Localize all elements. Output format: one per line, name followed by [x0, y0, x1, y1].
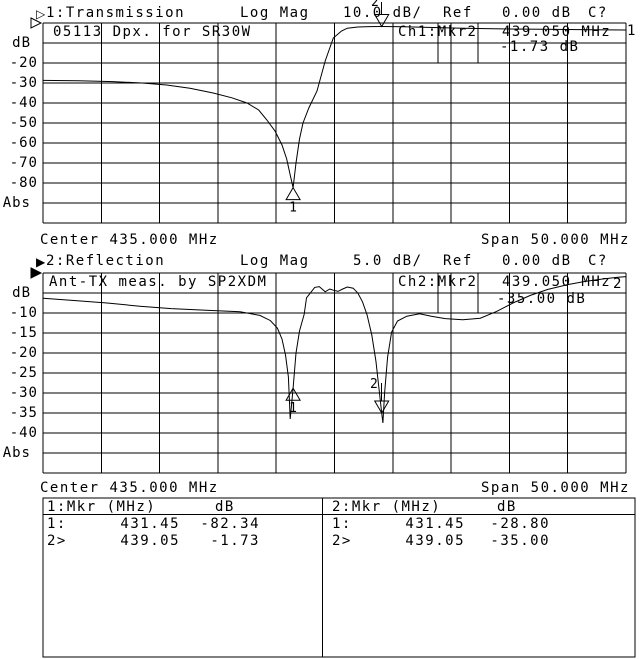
marker-row-frequency: 439.05 [120, 533, 180, 549]
chart1-marker-readout-label: Ch1:Mkr2 [398, 24, 478, 40]
chart2-marker-readout-freq: 439.050 MHz [502, 274, 612, 290]
channel2-ref-label: Ref [443, 253, 473, 269]
y-axis-tick-label: -50 [9, 115, 38, 131]
y-axis-tick-label: -30 [9, 75, 38, 91]
channel1-title: 1:Transmission [46, 5, 186, 21]
y-axis-tick-label: -15 [9, 325, 38, 341]
chart1-annotation: 05113 Dpx. for SR30W [53, 24, 252, 40]
y-axis-abs-label: Abs [2, 445, 31, 461]
channel2-active-icon: ▶ [36, 255, 46, 269]
channel2-format: Log Mag [240, 253, 310, 269]
marker-1-label: 1 [289, 201, 297, 216]
channel2-ref-value: 0.00 dB [502, 253, 572, 269]
channel1-scale: 10.0 dB/ [343, 5, 423, 21]
marker-row-value: -1.73 [210, 533, 260, 549]
chart1-marker-readout-freq: 439.050 MHz [502, 24, 612, 40]
y-axis-unit-label: dB [12, 285, 31, 301]
y-axis-unit-label: dB [12, 35, 31, 51]
marker-table-col1-header: 1:Mkr (MHz) [47, 499, 157, 515]
marker-1-up-triangle-icon [285, 186, 301, 201]
marker-1-label: 1 [289, 401, 297, 416]
marker-row-number: 2> [47, 533, 67, 549]
marker-row-frequency: 439.05 [405, 533, 465, 549]
marker-row-value: -28.80 [490, 516, 550, 532]
marker-table-col2-header: 2:Mkr (MHz) [332, 499, 442, 515]
y-axis-tick-label: -25 [9, 365, 38, 381]
marker-row-frequency: 431.45 [120, 516, 180, 532]
y-axis-tick-label: -20 [9, 345, 38, 361]
chart1-trace-number: 1 [627, 23, 637, 39]
y-axis-tick-label: -10 [9, 305, 38, 321]
y-axis-tick-label: -40 [9, 95, 38, 111]
y-axis-tick-label: -80 [9, 175, 38, 191]
channel1-cal-status: C? [588, 5, 608, 21]
y-axis-tick-label: -35 [9, 405, 38, 421]
marker-table-col2-unit: dB [497, 499, 517, 515]
channel2-title: 2:Reflection [46, 253, 166, 269]
chart2-marker-readout-label: Ch2:Mkr2 [398, 274, 478, 290]
marker-table-col1-unit: dB [215, 499, 235, 515]
y-axis-tick-label: -40 [9, 425, 38, 441]
chart1-span-freq: Span 50.000 MHz [481, 232, 630, 248]
marker-1-up-triangle-icon [285, 387, 301, 401]
marker-2-label: 2 [370, 377, 378, 392]
channel2-scale: 5.0 dB/ [353, 253, 423, 269]
channel1-ref-label: Ref [443, 5, 473, 21]
y-axis-tick-label: -70 [9, 155, 38, 171]
y-axis-tick-label: -60 [9, 135, 38, 151]
chart2-trace-number: 2 [613, 276, 623, 292]
chart2-span-freq: Span 50.000 MHz [481, 480, 630, 496]
channel1-ref-value: 0.00 dB [502, 5, 572, 21]
y-axis-tick-label: -20 [9, 55, 38, 71]
marker-row-value: -82.34 [200, 516, 260, 532]
chart2-center-freq: Center 435.000 MHz [40, 480, 219, 496]
chart2-marker-readout-value: -35.00 dB [497, 291, 587, 307]
chart1-center-freq: Center 435.000 MHz [40, 232, 219, 248]
channel1-format: Log Mag [240, 5, 310, 21]
channel1-active-icon: ▷ [36, 7, 46, 21]
marker-row-number: 1: [332, 516, 352, 532]
marker-row-number: 1: [47, 516, 67, 532]
chart1-marker-readout-value: -1.73 dB [500, 39, 580, 55]
ref-level-triangle-icon [30, 267, 43, 279]
marker-row-number: 2> [332, 533, 352, 549]
marker-2-down-arrow-icon [373, 400, 390, 414]
marker-row-frequency: 431.45 [405, 516, 465, 532]
marker-row-value: -35.00 [490, 533, 550, 549]
chart2-annotation: Ant-TX meas. by SP2XDM [49, 274, 268, 290]
y-axis-abs-label: Abs [2, 195, 31, 211]
channel2-cal-status: C? [588, 253, 608, 269]
y-axis-tick-label: -30 [9, 385, 38, 401]
